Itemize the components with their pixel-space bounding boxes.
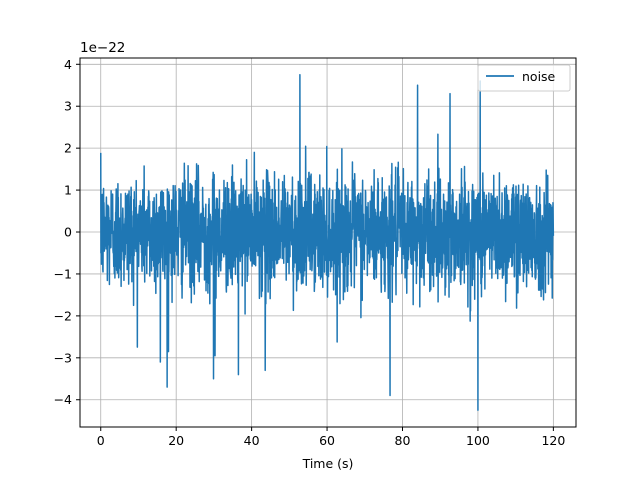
x-tick-label: 100 [466, 433, 490, 448]
y-tick-label: 3 [64, 99, 72, 114]
x-tick-label: 80 [395, 433, 411, 448]
y-tick-label: −3 [54, 350, 72, 365]
series-line-noise [100, 74, 555, 411]
y-tick-label: 1 [64, 183, 72, 198]
x-tick-label: 120 [541, 433, 565, 448]
y-tick-label: −4 [54, 392, 72, 407]
legend-label-noise: noise [522, 69, 556, 84]
y-tick-label: −2 [54, 308, 72, 323]
x-tick-label: 60 [319, 433, 335, 448]
y-tick-label: 0 [64, 225, 72, 240]
axes [79, 57, 577, 428]
axes-frame [79, 57, 577, 428]
y-tick-label: −1 [54, 266, 72, 281]
y-offset-label: 1e−22 [80, 40, 125, 56]
legend-frame [477, 64, 571, 92]
x-axis-label: Time (s) [302, 456, 354, 471]
x-tick-label: 40 [244, 433, 260, 448]
x-tick-label: 0 [97, 433, 105, 448]
legend: noise [477, 64, 571, 92]
y-tick-label: 2 [64, 141, 72, 156]
ticks: 0 20 40 60 80 100 120 −4 −3 −2 −1 0 1 2 3 4 [54, 57, 566, 448]
y-tick-label: 4 [64, 57, 72, 72]
x-tick-label: 20 [168, 433, 184, 448]
series-layer [100, 74, 555, 411]
